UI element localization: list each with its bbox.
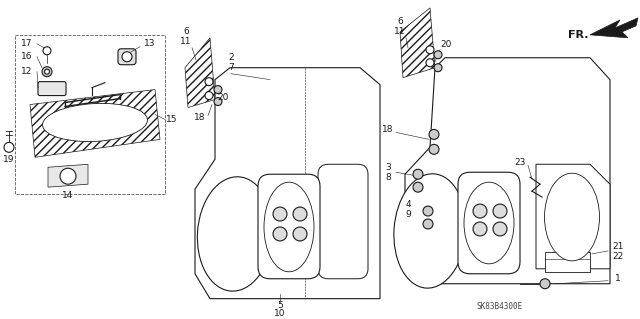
Polygon shape	[590, 18, 638, 38]
Text: 17: 17	[21, 39, 33, 48]
Text: 4: 4	[405, 200, 411, 209]
FancyBboxPatch shape	[118, 49, 136, 65]
Text: 18: 18	[195, 113, 205, 122]
Circle shape	[45, 69, 49, 74]
Circle shape	[122, 52, 132, 62]
Text: 8: 8	[385, 173, 391, 182]
Circle shape	[540, 279, 550, 289]
Circle shape	[493, 222, 507, 236]
Polygon shape	[405, 58, 610, 284]
Text: 23: 23	[515, 158, 525, 167]
Circle shape	[4, 142, 14, 152]
Circle shape	[473, 204, 487, 218]
Circle shape	[426, 46, 434, 54]
Circle shape	[43, 47, 51, 55]
Polygon shape	[195, 68, 380, 299]
Circle shape	[42, 67, 52, 77]
Text: 10: 10	[275, 309, 285, 318]
Ellipse shape	[197, 177, 273, 291]
Circle shape	[429, 130, 439, 139]
Text: SK83B4300E: SK83B4300E	[477, 302, 523, 311]
Circle shape	[293, 207, 307, 221]
Circle shape	[423, 219, 433, 229]
Text: 6: 6	[397, 18, 403, 26]
Circle shape	[205, 78, 213, 85]
Circle shape	[214, 98, 222, 106]
Text: FR.: FR.	[568, 30, 588, 40]
Polygon shape	[30, 90, 160, 157]
Text: 11: 11	[180, 37, 192, 46]
Circle shape	[273, 227, 287, 241]
Text: 7: 7	[228, 63, 234, 72]
Text: 22: 22	[612, 252, 623, 261]
Polygon shape	[400, 8, 435, 78]
Text: 3: 3	[385, 163, 391, 172]
Circle shape	[413, 182, 423, 192]
Polygon shape	[185, 38, 215, 108]
Text: 16: 16	[21, 52, 33, 61]
Ellipse shape	[264, 182, 314, 272]
Text: 20: 20	[218, 93, 228, 102]
Text: 5: 5	[277, 301, 283, 310]
Text: 13: 13	[144, 39, 156, 48]
Text: 21: 21	[612, 242, 624, 251]
Ellipse shape	[545, 173, 600, 261]
Text: 20: 20	[440, 40, 452, 49]
FancyBboxPatch shape	[258, 174, 320, 279]
Ellipse shape	[464, 182, 514, 264]
Circle shape	[473, 222, 487, 236]
Text: 12: 12	[21, 67, 33, 76]
Circle shape	[273, 207, 287, 221]
Circle shape	[434, 51, 442, 59]
FancyBboxPatch shape	[318, 164, 368, 279]
Ellipse shape	[43, 103, 147, 142]
Circle shape	[493, 204, 507, 218]
Text: 19: 19	[3, 155, 15, 164]
Text: 6: 6	[183, 27, 189, 36]
Text: 14: 14	[62, 191, 74, 200]
Polygon shape	[545, 252, 590, 272]
Circle shape	[429, 145, 439, 154]
Circle shape	[205, 92, 213, 100]
Text: 9: 9	[405, 210, 411, 219]
Circle shape	[214, 85, 222, 93]
Text: 1: 1	[615, 274, 621, 283]
Circle shape	[413, 169, 423, 179]
Text: 2: 2	[228, 53, 234, 62]
Circle shape	[426, 59, 434, 67]
Polygon shape	[48, 164, 88, 187]
Text: 18: 18	[382, 125, 394, 134]
FancyBboxPatch shape	[38, 82, 66, 96]
Circle shape	[434, 64, 442, 72]
Circle shape	[423, 206, 433, 216]
FancyBboxPatch shape	[458, 172, 520, 274]
Circle shape	[60, 168, 76, 184]
Circle shape	[293, 227, 307, 241]
Text: 15: 15	[166, 115, 178, 124]
Text: 11: 11	[394, 27, 406, 36]
Ellipse shape	[394, 174, 466, 288]
Polygon shape	[536, 164, 610, 269]
